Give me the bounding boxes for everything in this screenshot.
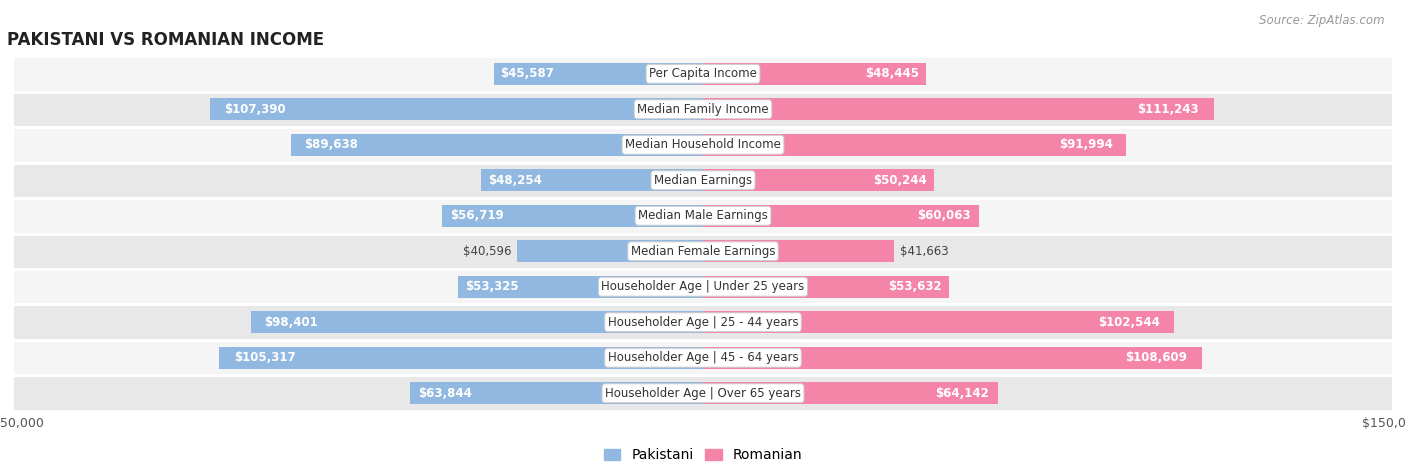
Bar bbox=[703, 98, 1213, 120]
Bar bbox=[14, 56, 1392, 92]
Bar bbox=[703, 63, 925, 85]
Bar bbox=[703, 205, 979, 227]
Bar bbox=[14, 127, 1392, 163]
Text: $63,844: $63,844 bbox=[419, 387, 472, 400]
Text: PAKISTANI VS ROMANIAN INCOME: PAKISTANI VS ROMANIAN INCOME bbox=[7, 31, 325, 49]
Bar bbox=[14, 198, 1392, 234]
Text: $50,244: $50,244 bbox=[873, 174, 927, 187]
Bar bbox=[443, 205, 703, 227]
Text: $56,719: $56,719 bbox=[450, 209, 505, 222]
Bar bbox=[703, 240, 894, 262]
Text: $48,445: $48,445 bbox=[865, 67, 920, 80]
Bar bbox=[219, 347, 703, 369]
Bar bbox=[14, 92, 1392, 127]
Text: $91,994: $91,994 bbox=[1059, 138, 1112, 151]
Text: Householder Age | Under 25 years: Householder Age | Under 25 years bbox=[602, 280, 804, 293]
Text: $89,638: $89,638 bbox=[304, 138, 357, 151]
Text: Median Household Income: Median Household Income bbox=[626, 138, 780, 151]
Text: $102,544: $102,544 bbox=[1098, 316, 1160, 329]
Bar bbox=[252, 311, 703, 333]
Bar bbox=[14, 375, 1392, 411]
Text: $53,632: $53,632 bbox=[889, 280, 942, 293]
Bar bbox=[209, 98, 703, 120]
Text: $45,587: $45,587 bbox=[501, 67, 554, 80]
Bar bbox=[703, 347, 1202, 369]
Text: Median Male Earnings: Median Male Earnings bbox=[638, 209, 768, 222]
Bar bbox=[516, 240, 703, 262]
Text: Householder Age | 25 - 44 years: Householder Age | 25 - 44 years bbox=[607, 316, 799, 329]
Bar bbox=[481, 169, 703, 191]
Text: $53,325: $53,325 bbox=[465, 280, 519, 293]
Bar bbox=[14, 269, 1392, 304]
Text: Per Capita Income: Per Capita Income bbox=[650, 67, 756, 80]
Text: $41,663: $41,663 bbox=[900, 245, 949, 258]
Text: $111,243: $111,243 bbox=[1137, 103, 1198, 116]
Bar bbox=[14, 163, 1392, 198]
Text: Median Female Earnings: Median Female Earnings bbox=[631, 245, 775, 258]
Bar bbox=[703, 276, 949, 298]
Bar bbox=[458, 276, 703, 298]
Text: $64,142: $64,142 bbox=[935, 387, 988, 400]
Text: $40,596: $40,596 bbox=[463, 245, 510, 258]
Bar bbox=[494, 63, 703, 85]
Bar bbox=[14, 340, 1392, 375]
Text: Source: ZipAtlas.com: Source: ZipAtlas.com bbox=[1260, 14, 1385, 27]
Text: $105,317: $105,317 bbox=[233, 351, 295, 364]
Text: Median Family Income: Median Family Income bbox=[637, 103, 769, 116]
Text: $108,609: $108,609 bbox=[1125, 351, 1187, 364]
Text: Householder Age | 45 - 64 years: Householder Age | 45 - 64 years bbox=[607, 351, 799, 364]
Text: $48,254: $48,254 bbox=[488, 174, 541, 187]
Text: $60,063: $60,063 bbox=[917, 209, 970, 222]
Text: $107,390: $107,390 bbox=[225, 103, 287, 116]
Bar bbox=[291, 134, 703, 156]
Bar bbox=[703, 134, 1126, 156]
Bar bbox=[703, 169, 934, 191]
Bar bbox=[409, 382, 703, 404]
Legend: Pakistani, Romanian: Pakistani, Romanian bbox=[598, 443, 808, 467]
Text: $98,401: $98,401 bbox=[264, 316, 318, 329]
Bar bbox=[14, 234, 1392, 269]
Bar bbox=[14, 304, 1392, 340]
Text: Householder Age | Over 65 years: Householder Age | Over 65 years bbox=[605, 387, 801, 400]
Text: Median Earnings: Median Earnings bbox=[654, 174, 752, 187]
Bar bbox=[703, 382, 998, 404]
Bar bbox=[703, 311, 1174, 333]
